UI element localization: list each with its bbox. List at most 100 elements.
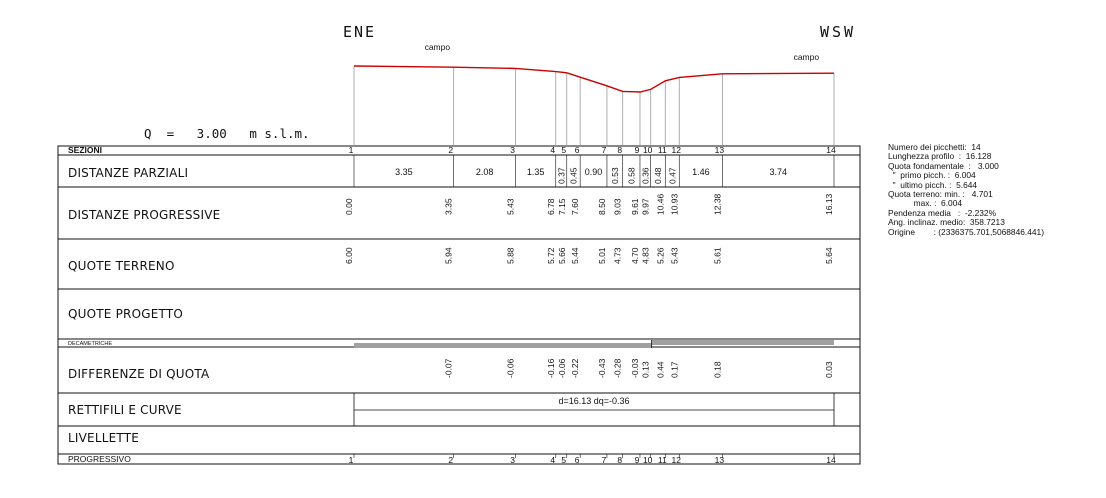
row-label-terreno: QUOTE TERRENO [68,259,175,273]
ground-elevation: 5.66 [557,247,567,264]
elevation-difference: -0.22 [570,358,580,378]
ground-elevation: 4.70 [630,247,640,264]
info-line: Ang. inclinaz. medio: 358.7213 [888,217,1005,228]
terrain-annotation: campo [794,52,820,62]
info-line: max. : 6.004 [888,198,963,209]
elevation-difference: 0.03 [824,361,834,378]
progressivo-number: 10 [643,455,653,465]
elevation-difference: -0.07 [444,358,454,378]
section-number: 3 [510,145,515,155]
info-line: Quota terreno: min. : 4.701 [888,188,993,199]
section-number: 9 [635,145,640,155]
partial-distance: 0.53 [610,167,620,184]
row-label-differenze: DIFFERENZE DI QUOTA [68,367,210,381]
progressive-distance: 9.03 [613,198,623,215]
progressivo-number: 13 [715,455,725,465]
section-verticals [353,66,835,458]
elevation-difference: 0.44 [655,361,665,378]
row-label-progressivo: PROGRESSIVO [68,454,131,464]
section-number: 14 [826,145,836,155]
partial-distance: 1.46 [692,167,710,177]
progressivo-number: 6 [575,455,580,465]
row-label-rettifili: RETTIFILI E CURVE [68,403,182,417]
progressive-distance: 7.60 [570,198,580,215]
progressive-distance: 12.38 [712,193,722,215]
progressive-distance: 0.00 [344,198,354,215]
progressivo-number: 5 [561,455,566,465]
elevation-difference: -0.03 [630,358,640,378]
progressivo-number: 11 [658,455,667,465]
progressivo-number: 12 [672,455,682,465]
terrain-annotation: campo [425,42,451,52]
progressive-distance: 5.43 [506,198,516,215]
progressivo-number: 8 [617,455,622,465]
row-label-decametriche: DECAMETRICHE [68,341,112,347]
progressivo-number: 9 [635,455,640,465]
partial-distance: 0.36 [640,167,650,184]
partial-distance: 0.58 [626,167,636,184]
partial-distance: 1.35 [527,167,545,177]
progressivo-number: 2 [448,455,453,465]
reference-level: Q = 3.00 m s.l.m. [144,126,310,141]
progressive-distance: 10.46 [655,193,665,215]
ground-elevation: 5.88 [506,247,516,264]
ground-elevation: 5.64 [824,247,834,264]
progressivo-number: 3 [510,455,515,465]
table-frame [57,145,861,465]
section-number: 4 [550,145,555,155]
row-label-progetto: QUOTE PROGETTO [68,307,183,321]
elevation-difference: -0.06 [557,358,567,378]
progressive-distance: 9.97 [641,198,651,215]
progressive-numbers: 1 2 3 4 5 6 7 8 9 10 11 12 13 14 [349,455,836,465]
progressive-distance: 6.78 [546,198,556,215]
elevation-differences: -0.07 -0.06 -0.16 -0.06 -0.22 -0.43 -0.28 -0.03… [444,358,834,378]
section-number: 10 [643,145,653,155]
section-numbers: 1 2 3 4 5 6 7 8 9 10 11 12 13 14 [349,145,836,155]
section-number: 8 [617,145,622,155]
ground-elevation: 5.72 [546,247,556,264]
elevation-difference: 0.13 [641,361,651,378]
elevation-difference: -0.16 [546,358,556,378]
rettifili-box [353,393,835,426]
terrain-line [353,65,835,93]
elevation-difference: 0.18 [712,361,722,378]
section-number: 13 [715,145,725,155]
section-number: 12 [672,145,682,155]
section-number: 1 [349,145,354,155]
info-line: Quota fondamentale : 3.000 [888,160,999,171]
progressivo-number: 7 [602,455,607,465]
ground-elevation: 4.83 [641,247,651,264]
ground-elevation: 5.43 [669,247,679,264]
info-line: " primo picch. : 6.004 [888,170,976,181]
progressive-distance: 3.35 [444,198,454,215]
ground-elevation: 5.01 [597,247,607,264]
progressive-distance: 10.93 [669,193,679,215]
rettifili-value: d=16.13 dq=-0.36 [558,396,629,406]
ground-elevation: 4.73 [613,247,623,264]
section-number: 6 [575,145,580,155]
row-label-livellette: LIVELLETTE [68,431,139,445]
partial-distance: 2.08 [476,167,494,177]
partial-distance: 0.37 [556,167,566,184]
progressivo-number: 4 [550,455,555,465]
ground-elevation: 5.26 [655,247,665,264]
partial-distance: 0.48 [653,167,663,184]
section-number: 5 [561,145,566,155]
ground-elevation: 6.00 [344,247,354,264]
partial-distances: 3.35 2.08 1.35 0.37 0.45 0.90 0.53 0.58 0.36 0.48… [395,167,787,184]
profile-info-panel: Numero dei picchetti: 14 Lunghezza profil… [888,142,1044,237]
info-line: Pendenza media : -2.232% [888,207,997,218]
progressive-distance: 8.50 [597,198,607,215]
direction-right: WSW [820,23,856,41]
elevation-difference: -0.43 [597,358,607,378]
progressivo-number: 14 [826,455,836,465]
progressivo-number: 1 [349,455,354,465]
progressive-distance: 9.61 [630,198,640,215]
decametric-segment-2 [651,340,834,345]
partial-distance: 0.47 [667,167,677,184]
info-line: Lunghezza profilo : 16.128 [888,151,992,162]
row-label-progressive: DISTANZE PROGRESSIVE [68,208,220,222]
section-number: 2 [448,145,453,155]
progressive-distance: 7.15 [557,198,567,215]
